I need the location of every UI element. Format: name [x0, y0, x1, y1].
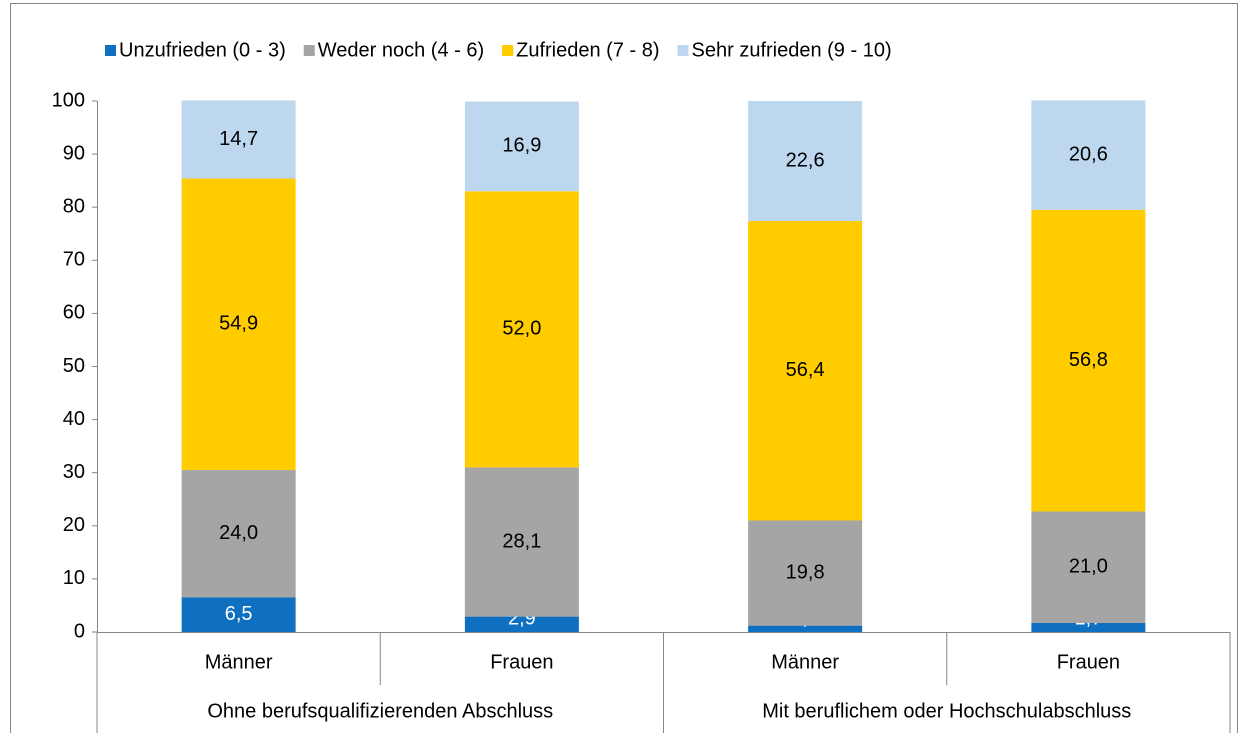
- legend-swatch: [677, 45, 689, 56]
- y-tick-label: 60: [63, 302, 85, 324]
- y-tick-label: 0: [74, 620, 85, 642]
- bar-segment: [181, 178, 296, 471]
- bar-segment: [181, 597, 296, 632]
- data-label: 14,7: [219, 128, 258, 150]
- legend-label: Zufrieden (7 - 8): [516, 39, 659, 61]
- y-tick-label: 40: [63, 408, 85, 430]
- x-tick-label: Männer: [771, 651, 839, 673]
- bar-segment: [748, 101, 863, 222]
- legend-swatch: [502, 45, 514, 56]
- legend-label: Unzufrieden (0 - 3): [119, 39, 286, 61]
- bar-segment: [748, 625, 863, 632]
- legend-label: Weder noch (4 - 6): [318, 39, 484, 61]
- x-tick-label: Frauen: [1057, 651, 1120, 673]
- bar-segment: [1031, 622, 1146, 632]
- bar-segment: [464, 191, 579, 468]
- x-tick-label: Frauen: [490, 651, 553, 673]
- data-label: 54,9: [219, 313, 258, 335]
- y-tick-label: 50: [63, 355, 85, 377]
- bar-segment: [1031, 209, 1146, 512]
- bar-segment: [181, 100, 296, 179]
- data-label: 16,9: [502, 135, 541, 157]
- bar-segment: [1031, 511, 1146, 623]
- x-group-label: Mit beruflichem oder Hochschulabschluss: [762, 700, 1131, 722]
- x-group-label: Ohne berufsqualifizierenden Abschluss: [207, 700, 553, 722]
- bar-segment: [1031, 100, 1146, 210]
- y-tick-label: 80: [63, 195, 85, 217]
- bar-segment: [748, 520, 863, 626]
- legend-label: Sehr zufrieden (9 - 10): [692, 39, 892, 61]
- y-tick-label: 10: [63, 567, 85, 589]
- bar-segment: [464, 101, 579, 192]
- data-label: 22,6: [786, 149, 825, 171]
- data-label: 28,1: [502, 530, 541, 552]
- y-tick-label: 20: [63, 514, 85, 536]
- data-label: 6,5: [225, 603, 253, 625]
- data-label: 20,6: [1069, 143, 1108, 165]
- y-tick-label: 70: [63, 249, 85, 271]
- bar-segment: [464, 616, 579, 632]
- y-tick-label: 100: [52, 89, 85, 111]
- x-tick-label: Männer: [205, 651, 273, 673]
- y-tick-label: 90: [63, 142, 85, 164]
- data-label: 19,8: [786, 561, 825, 583]
- legend-swatch: [105, 45, 116, 56]
- bar-segment: [464, 467, 579, 617]
- data-label: 56,8: [1069, 349, 1108, 371]
- chart-frame: [10, 3, 1238, 733]
- data-label: 24,0: [219, 522, 258, 544]
- bar-segment: [748, 221, 863, 521]
- legend-swatch: [303, 45, 315, 56]
- data-label: 21,0: [1069, 555, 1108, 577]
- data-label: 56,4: [786, 359, 825, 381]
- data-label: 52,0: [502, 318, 541, 340]
- y-tick-label: 30: [63, 461, 85, 483]
- bar-segment: [181, 470, 296, 598]
